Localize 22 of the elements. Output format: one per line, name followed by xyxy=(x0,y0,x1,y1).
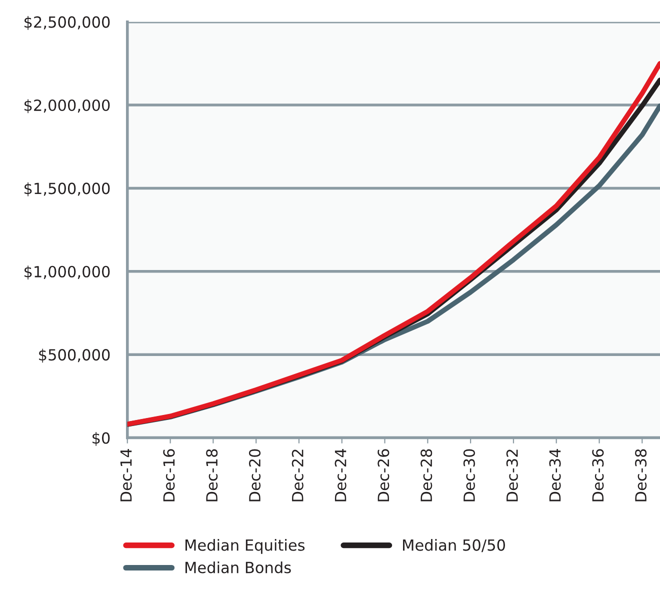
legend-label: Median Bonds xyxy=(186,561,291,574)
y-tick-label: $1,500,000 xyxy=(24,182,110,196)
x-tick-label: Dec-34 xyxy=(549,449,561,502)
y-tick-label: $1,000,000 xyxy=(24,266,110,280)
x-tick-label: Dec-28 xyxy=(420,449,432,502)
x-tick-label: Dec-36 xyxy=(592,449,604,502)
x-tick-label: Dec-20 xyxy=(248,449,261,502)
x-tick-label: Dec-16 xyxy=(163,449,175,502)
x-tick-label: Dec-24 xyxy=(334,449,346,502)
legend-label: Median Equities xyxy=(186,539,305,554)
x-tick-label: Dec-18 xyxy=(206,449,218,502)
x-tick-label: Dec-14 xyxy=(120,449,132,502)
x-tick-label: Dec-22 xyxy=(292,450,304,502)
x-tick-label: Dec-30 xyxy=(463,449,475,502)
x-tick-label: Dec-38 xyxy=(635,449,647,502)
x-tick-label: Dec-32 xyxy=(506,450,518,502)
x-tick-label: Dec-26 xyxy=(378,449,390,502)
y-tick-label: $500,000 xyxy=(39,348,110,363)
legend-label: Median 50/50 xyxy=(403,539,505,552)
y-tick-label: $2,000,000 xyxy=(24,99,110,114)
y-tick-label: $0 xyxy=(92,432,110,446)
y-tick-label: $2,500,000 xyxy=(24,16,110,30)
